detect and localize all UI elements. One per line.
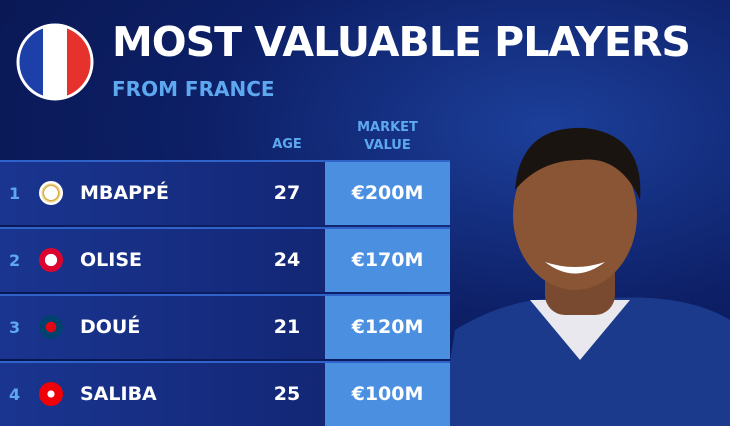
player-name: MBAPPÉ bbox=[80, 182, 169, 204]
rank: 1 bbox=[9, 184, 21, 203]
club-logo bbox=[39, 248, 63, 272]
age: 27 bbox=[273, 182, 301, 204]
table-row: 3 DOUÉ 21 €120M bbox=[0, 294, 450, 359]
rank: 4 bbox=[9, 385, 21, 404]
age: 24 bbox=[273, 249, 301, 271]
player-name: OLISE bbox=[80, 249, 142, 271]
club-logo bbox=[39, 181, 63, 205]
column-header: MARKET VALUE bbox=[357, 120, 418, 153]
title: MOST VALUABLE PLAYERS bbox=[112, 18, 691, 66]
rank: 3 bbox=[9, 318, 21, 337]
market-value: €100M bbox=[325, 363, 450, 426]
player-name: DOUÉ bbox=[80, 316, 141, 338]
club-logo bbox=[39, 315, 63, 339]
market-value: €120M bbox=[325, 296, 450, 359]
column-header: AGE bbox=[272, 137, 302, 152]
player-name: SALIBA bbox=[80, 383, 157, 405]
player-photo bbox=[440, 127, 730, 426]
market-value: €200M bbox=[325, 162, 450, 225]
table-row: 4 SALIBA 25 €100M bbox=[0, 361, 450, 426]
market-value: €170M bbox=[325, 229, 450, 292]
flag-ring bbox=[16, 23, 94, 101]
age: 21 bbox=[273, 316, 301, 338]
table-row: 1 MBAPPÉ 27 €200M bbox=[0, 160, 450, 225]
subtitle: FROM FRANCE bbox=[112, 77, 275, 101]
club-logo bbox=[39, 382, 63, 406]
table-row: 2 OLISE 24 €170M bbox=[0, 227, 450, 292]
rank: 2 bbox=[9, 251, 21, 270]
age: 25 bbox=[273, 383, 301, 405]
